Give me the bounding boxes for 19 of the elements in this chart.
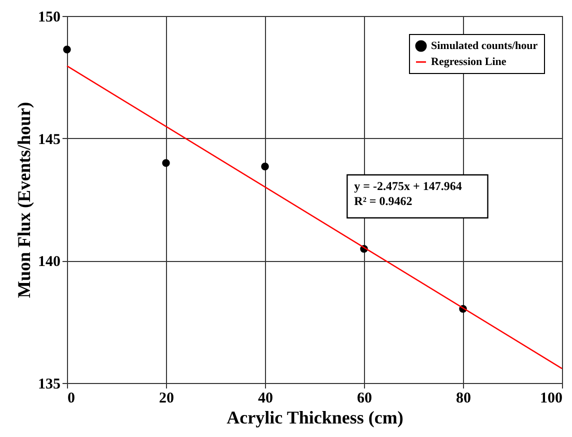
x-tick-label: 60 bbox=[357, 390, 372, 406]
annotation: y = -2.475x + 147.964 bbox=[354, 178, 462, 193]
x-tick-label: 20 bbox=[159, 390, 174, 406]
x-tick-label: 100 bbox=[540, 390, 562, 406]
x-tick-label: 40 bbox=[258, 390, 273, 406]
point bbox=[261, 162, 269, 170]
x-tick-label: 0 bbox=[68, 390, 75, 406]
x-axis-title: Acrylic Thickness (cm) bbox=[226, 408, 404, 428]
y-tick-label: 145 bbox=[38, 132, 60, 148]
y-tick-label: 140 bbox=[38, 254, 60, 270]
x-tick-label: 80 bbox=[456, 390, 471, 406]
y-axis-title: Muon Flux (Events/hour) bbox=[14, 102, 34, 298]
annotation: R² = 0.9462 bbox=[354, 194, 412, 208]
point bbox=[162, 159, 170, 167]
y-tick-label: 135 bbox=[38, 376, 60, 392]
point bbox=[63, 46, 71, 54]
y-tick-label: 150 bbox=[38, 10, 60, 26]
legend-label: Regression Line bbox=[431, 56, 506, 68]
legend-label: Simulated counts/hour bbox=[431, 40, 538, 52]
